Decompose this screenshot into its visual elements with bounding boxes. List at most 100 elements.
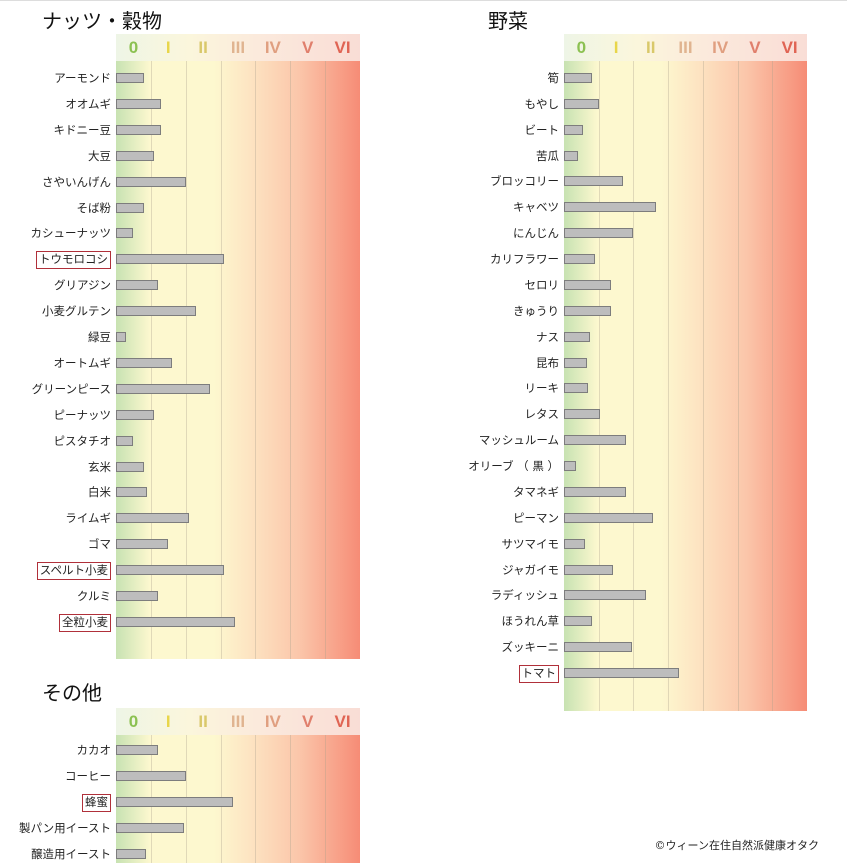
category-label: 玄米 (88, 459, 111, 474)
category-label: オオムギ (65, 96, 111, 111)
category-label: 苦瓜 (536, 148, 559, 163)
category-label-highlighted: トウモロコシ (36, 251, 111, 270)
gridline (255, 735, 257, 863)
class-header-nuts-grains: 0 I II III IV V VI (116, 34, 360, 61)
bar (564, 538, 585, 549)
category-label: コーヒー (65, 769, 111, 783)
bar (564, 486, 627, 497)
bar (564, 409, 601, 420)
bar (564, 461, 577, 472)
bar (564, 279, 611, 290)
bar (564, 98, 599, 109)
category-label: 製パン用イースト (19, 821, 111, 835)
category-label: ズッキーニ (501, 640, 560, 655)
bar (116, 435, 134, 446)
gridline (772, 61, 774, 711)
category-label: キドニー豆 (53, 122, 112, 137)
category-label: タマネギ (513, 484, 559, 499)
category-label: カシューナッツ (30, 226, 112, 241)
bar (116, 280, 158, 291)
category-label: レタス (524, 407, 560, 422)
category-label: ビート (524, 122, 560, 137)
category-label: ジャガイモ (502, 562, 559, 577)
credit-text: ©ウィーン在住自然派健康オタク (654, 839, 819, 852)
bar (116, 150, 155, 161)
category-label: 醸造用イースト (31, 847, 111, 861)
bar (116, 98, 162, 109)
class-tick-label: V (302, 712, 314, 731)
gridline (633, 61, 635, 711)
bar (116, 823, 184, 833)
category-label: キャベツ (513, 200, 559, 215)
class-tick-label: VI (334, 712, 351, 731)
category-label: にんじん (513, 226, 559, 241)
gridline (737, 61, 739, 711)
category-label: 白米 (88, 485, 111, 500)
bar (116, 797, 233, 807)
bar (564, 357, 587, 368)
bar (116, 228, 134, 239)
category-label: グリーンピース (31, 381, 111, 396)
bar (564, 383, 589, 394)
chart-title: 野菜 (488, 9, 528, 33)
category-label-highlighted: 全粒小麦 (59, 613, 111, 632)
bar (116, 513, 190, 524)
class-tick-label: V (749, 38, 761, 57)
bar (564, 435, 627, 446)
category-label: マッシュルーム (478, 433, 559, 448)
class-tick-label: 0 (128, 712, 139, 731)
category-label-highlighted: スペルト小麦 (36, 562, 111, 581)
bar (116, 357, 172, 368)
category-label: ピーナッツ (53, 407, 112, 422)
class-tick-label: 0 (128, 38, 139, 57)
category-label: オートムギ (53, 355, 112, 370)
category-label: ピスタチオ (53, 433, 112, 448)
category-label-highlighted: トマト (518, 665, 559, 683)
class-tick-label: 0 (576, 38, 587, 57)
gridline (185, 61, 187, 659)
bar (116, 461, 144, 472)
category-label: そば粉 (76, 200, 112, 215)
gridline (325, 61, 327, 659)
bar (116, 254, 225, 265)
category-label: 大豆 (88, 148, 111, 163)
category-label: オリーブ （ 黒 ） (468, 459, 559, 474)
class-tick-label: III (230, 38, 246, 57)
gridline (325, 735, 327, 863)
category-label: ライムギ (65, 511, 111, 526)
class-tick-label: I (165, 38, 171, 57)
bar (564, 124, 584, 135)
class-tick-label: II (198, 38, 208, 57)
category-label: グリアジン (53, 278, 111, 293)
bar (564, 305, 611, 316)
category-label: さやいんげん (42, 174, 111, 189)
class-tick-label: III (230, 712, 246, 731)
class-tick-label: II (646, 38, 656, 57)
bar (116, 616, 235, 627)
gridline (255, 61, 257, 659)
category-label: 小麦グルテン (42, 304, 111, 319)
bar (564, 228, 634, 239)
bar (116, 409, 155, 420)
category-label: セロリ (524, 277, 560, 292)
class-tick-label: VI (334, 38, 351, 57)
bar (116, 202, 144, 213)
bar (116, 73, 144, 83)
gridline (668, 61, 670, 711)
bar (116, 383, 211, 394)
bar (564, 202, 656, 213)
gridline (598, 61, 600, 711)
bar (564, 668, 679, 678)
gridline (290, 61, 292, 659)
category-label: リーキ (524, 381, 560, 396)
bar (116, 745, 158, 755)
bar (116, 771, 186, 781)
bar (564, 150, 578, 161)
class-tick-label: VI (781, 38, 798, 57)
category-label: ほうれん草 (501, 614, 560, 629)
bar (564, 331, 591, 342)
category-label: クルミ (76, 589, 111, 603)
class-tick-label: IV (264, 38, 281, 57)
bar (116, 539, 169, 550)
plot-area-vegetables (564, 61, 807, 711)
